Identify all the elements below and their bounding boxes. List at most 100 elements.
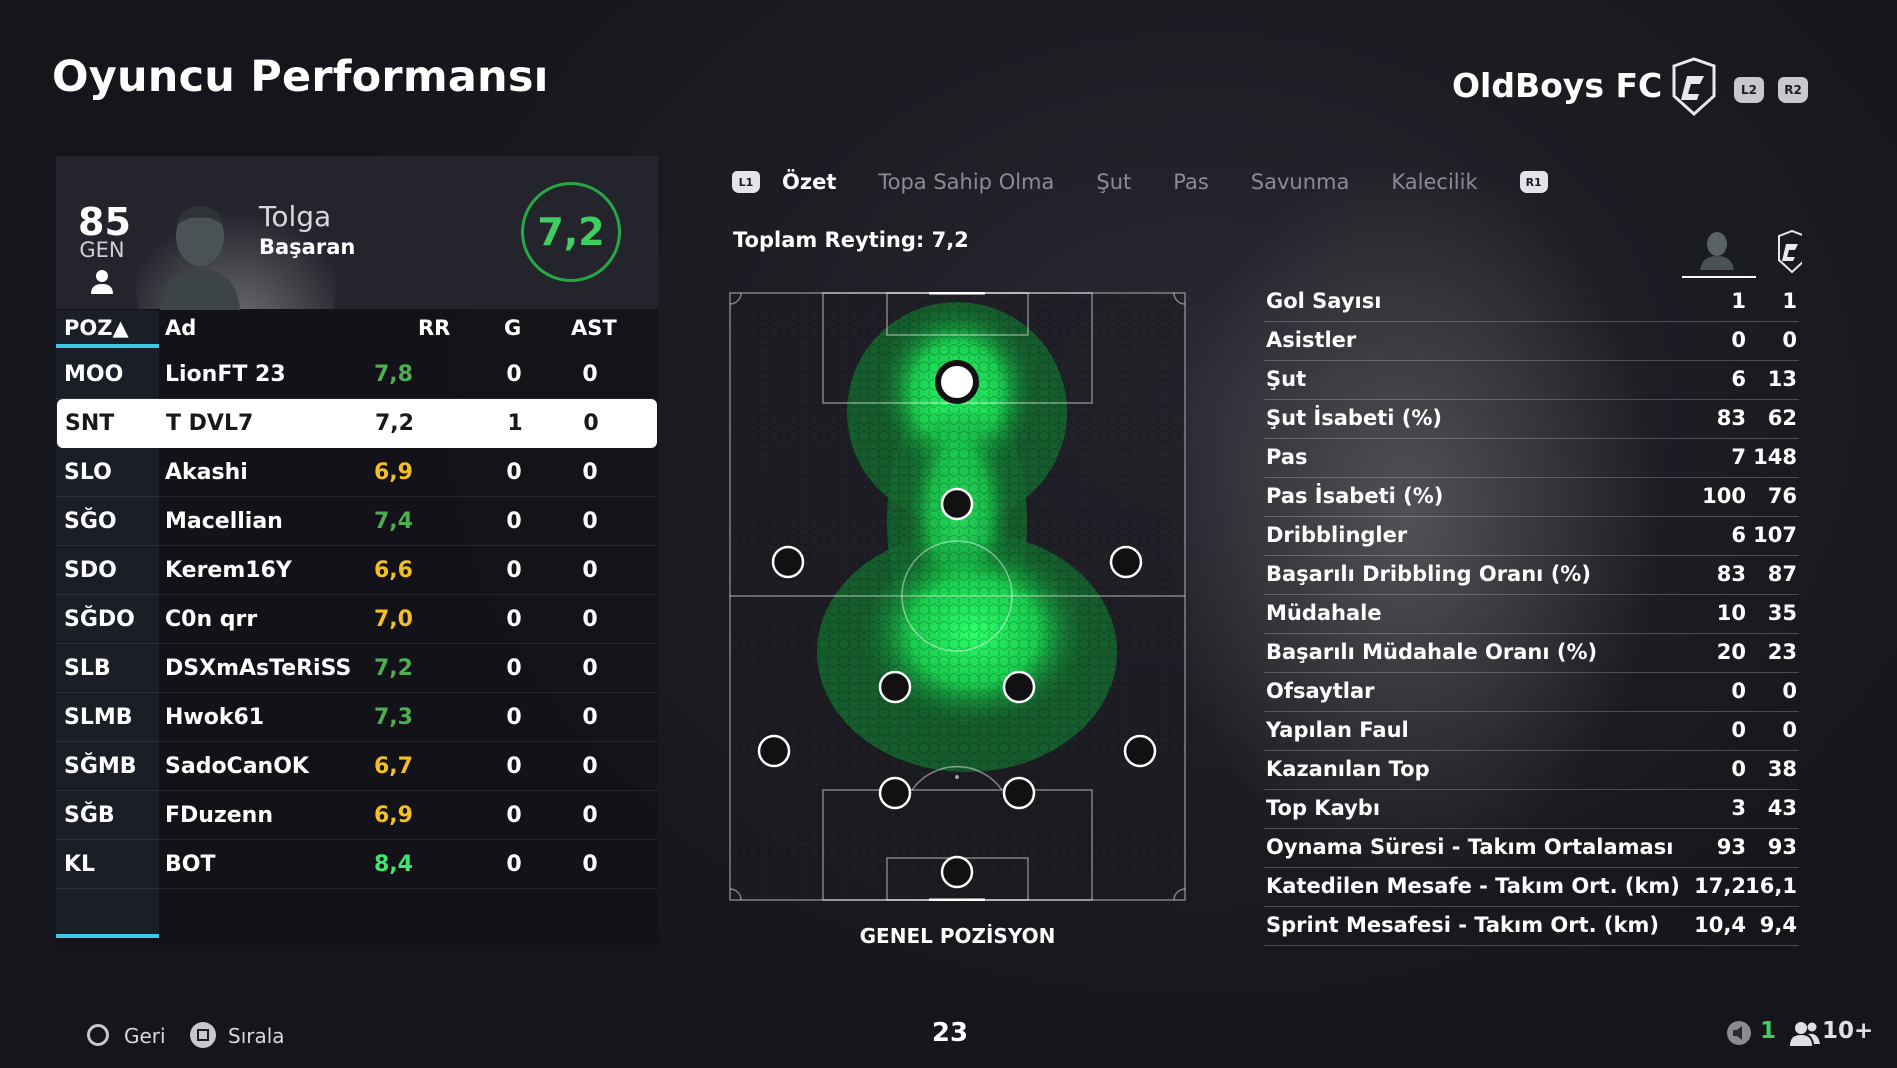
row-assists: 0 bbox=[582, 852, 598, 877]
sort-button[interactable]: Sırala bbox=[228, 1024, 285, 1048]
stat-team-value: 35 bbox=[1767, 601, 1797, 625]
r2-button[interactable]: R2 bbox=[1778, 77, 1808, 103]
row-rating: 7,8 bbox=[374, 362, 413, 387]
stat-team-value: 23 bbox=[1767, 640, 1797, 664]
table-row[interactable]: SLMB Hwok61 7,3 0 0 bbox=[56, 693, 658, 742]
row-goals: 0 bbox=[506, 803, 522, 828]
header-rating[interactable]: RR bbox=[418, 316, 451, 340]
stat-team-value: 107 bbox=[1753, 523, 1797, 547]
table-row[interactable]: SLB DSXmAsTeRiSS 7,2 0 0 bbox=[56, 644, 658, 693]
header-goals[interactable]: G bbox=[504, 316, 522, 340]
page-title: Oyuncu Performansı bbox=[52, 52, 549, 102]
player-portrait bbox=[160, 206, 240, 310]
table-row[interactable]: SĞDO C0n qrr 7,0 0 0 bbox=[56, 595, 658, 644]
stat-label: Yapılan Faul bbox=[1266, 718, 1409, 742]
stat-player-value: 17,2 bbox=[1694, 874, 1746, 898]
tab-1[interactable]: Topa Sahip Olma bbox=[878, 170, 1055, 194]
stat-team-value: 9,4 bbox=[1759, 913, 1797, 937]
selected-player-marker bbox=[935, 360, 979, 404]
row-assists: 0 bbox=[582, 656, 598, 681]
stat-label: Şut İsabeti (%) bbox=[1266, 406, 1442, 430]
tab-4[interactable]: Savunma bbox=[1250, 170, 1350, 194]
table-row[interactable]: SDO Kerem16Y 6,6 0 0 bbox=[56, 546, 658, 595]
stat-player-value: 6 bbox=[1731, 523, 1746, 547]
stat-player-value: 83 bbox=[1716, 562, 1746, 586]
stat-player-value: 0 bbox=[1731, 679, 1746, 703]
stat-row: Asistler 0 0 bbox=[1264, 322, 1799, 361]
row-rating: 7,2 bbox=[375, 411, 414, 436]
table-row[interactable]: SNT T DVL7 7,2 1 0 bbox=[57, 399, 657, 448]
stat-player-value: 0 bbox=[1731, 718, 1746, 742]
row-goals: 0 bbox=[506, 607, 522, 632]
stat-row: Top Kaybı 3 43 bbox=[1264, 790, 1799, 829]
players-count: 10+ bbox=[1822, 1018, 1874, 1044]
stat-label: Asistler bbox=[1266, 328, 1357, 352]
stat-team-value: 38 bbox=[1767, 757, 1797, 781]
stat-team-value: 62 bbox=[1767, 406, 1797, 430]
stat-team-value: 87 bbox=[1767, 562, 1797, 586]
heatmap-caption: GENEL POZİSYON bbox=[859, 924, 1056, 948]
teammate-marker bbox=[940, 855, 974, 889]
row-assists: 0 bbox=[582, 803, 598, 828]
mic-count: 1 bbox=[1760, 1018, 1777, 1044]
row-rating: 7,3 bbox=[374, 705, 413, 730]
row-position: SĞDO bbox=[64, 607, 135, 632]
team-column-icon bbox=[1778, 230, 1802, 274]
row-goals: 1 bbox=[507, 411, 523, 436]
table-row[interactable]: SĞMB SadoCanOK 6,7 0 0 bbox=[56, 742, 658, 791]
circle-button-icon[interactable] bbox=[87, 1024, 109, 1046]
row-goals: 0 bbox=[506, 460, 522, 485]
teammate-marker bbox=[771, 545, 805, 579]
tab-5[interactable]: Kalecilik bbox=[1391, 170, 1478, 194]
r1-button[interactable]: R1 bbox=[1519, 171, 1548, 193]
stat-row: Başarılı Müdahale Oranı (%) 20 23 bbox=[1264, 634, 1799, 673]
table-row[interactable]: SĞO Macellian 7,4 0 0 bbox=[56, 497, 658, 546]
stat-row: Kazanılan Top 0 38 bbox=[1264, 751, 1799, 790]
total-rating: Toplam Reyting: 7,2 bbox=[733, 228, 969, 252]
row-rating: 6,7 bbox=[374, 754, 413, 779]
teammate-marker bbox=[1002, 670, 1036, 704]
tab-bar: L1 Özet Topa Sahip Olma Şut Pas Savunma Kaleci… bbox=[732, 162, 1548, 202]
table-row[interactable]: MOO LionFT 23 7,8 0 0 bbox=[56, 350, 658, 399]
teammate-marker bbox=[757, 734, 791, 768]
stat-label: Müdahale bbox=[1266, 601, 1382, 625]
row-assists: 0 bbox=[582, 460, 598, 485]
header-name[interactable]: Ad bbox=[165, 316, 197, 340]
table-row[interactable]: SLO Akashi 6,9 0 0 bbox=[56, 448, 658, 497]
teammate-marker bbox=[1109, 545, 1143, 579]
stat-team-value: 43 bbox=[1767, 796, 1797, 820]
l1-button[interactable]: L1 bbox=[732, 171, 760, 193]
table-row[interactable]: KL BOT 8,4 0 0 bbox=[56, 840, 658, 889]
tab-3[interactable]: Pas bbox=[1173, 170, 1209, 194]
tab-2[interactable]: Şut bbox=[1096, 170, 1132, 194]
stat-label: Ofsaytlar bbox=[1266, 679, 1375, 703]
table-row[interactable]: SĞB FDuzenn 6,9 0 0 bbox=[56, 791, 658, 840]
l2-button[interactable]: L2 bbox=[1734, 77, 1764, 103]
stat-team-value: 0 bbox=[1782, 328, 1797, 352]
row-position: KL bbox=[64, 852, 96, 877]
stat-row: Oynama Süresi - Takım Ortalaması 93 93 bbox=[1264, 829, 1799, 868]
teammate-marker bbox=[878, 670, 912, 704]
stat-player-value: 3 bbox=[1731, 796, 1746, 820]
stat-label: Başarılı Dribbling Oranı (%) bbox=[1266, 562, 1591, 586]
square-button-icon[interactable] bbox=[190, 1022, 216, 1048]
row-player-name: LionFT 23 bbox=[165, 362, 286, 387]
stat-label: Pas İsabeti (%) bbox=[1266, 484, 1444, 508]
row-rating: 6,9 bbox=[374, 803, 413, 828]
back-button[interactable]: Geri bbox=[124, 1024, 166, 1048]
tab-0[interactable]: Özet bbox=[782, 170, 837, 194]
header-assists[interactable]: AST bbox=[571, 316, 617, 340]
row-goals: 0 bbox=[506, 656, 522, 681]
row-assists: 0 bbox=[582, 509, 598, 534]
player-overall: 85 bbox=[78, 200, 131, 244]
stat-label: Oynama Süresi - Takım Ortalaması bbox=[1266, 835, 1674, 859]
match-rating-value: 7,2 bbox=[537, 210, 605, 254]
stat-label: Top Kaybı bbox=[1266, 796, 1381, 820]
stat-team-value: 76 bbox=[1767, 484, 1797, 508]
stat-row: Yapılan Faul 0 0 bbox=[1264, 712, 1799, 751]
row-player-name: DSXmAsTeRiSS bbox=[165, 656, 352, 681]
header-position[interactable]: POZ▲ bbox=[64, 316, 129, 340]
scroll-indicator bbox=[56, 934, 159, 938]
stat-row: Müdahale 10 35 bbox=[1264, 595, 1799, 634]
stat-team-value: 1 bbox=[1782, 289, 1797, 313]
